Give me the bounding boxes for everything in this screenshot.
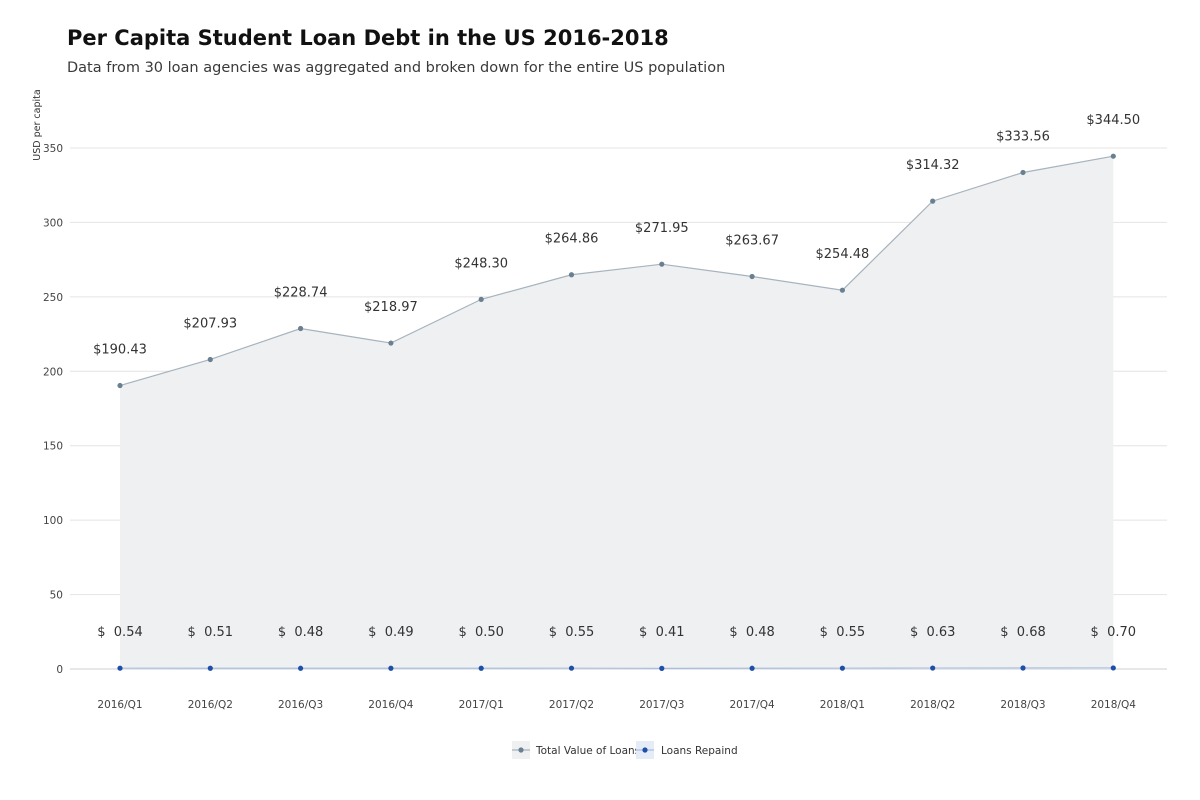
y-tick-label: 200 bbox=[43, 366, 63, 378]
y-tick-label: 150 bbox=[43, 441, 63, 453]
chart-title: Per Capita Student Loan Debt in the US 2… bbox=[67, 26, 669, 50]
legend-marker bbox=[642, 747, 648, 753]
data-point bbox=[117, 665, 123, 671]
y-tick-label: 300 bbox=[43, 217, 63, 229]
x-tick-label: 2016/Q2 bbox=[188, 699, 233, 711]
data-point bbox=[930, 665, 936, 671]
data-label: $254.48 bbox=[816, 247, 870, 262]
data-point bbox=[207, 665, 213, 671]
data-label: $ 0.41 bbox=[639, 625, 684, 640]
data-point bbox=[1110, 153, 1116, 159]
data-point bbox=[568, 665, 575, 671]
data-point bbox=[659, 261, 665, 267]
data-label: $ 0.50 bbox=[458, 625, 503, 640]
x-tick-label: 2016/Q4 bbox=[368, 699, 414, 711]
chart-subtitle: Data from 30 loan agencies was aggregate… bbox=[67, 60, 726, 76]
x-tick-label: 2017/Q1 bbox=[459, 699, 504, 711]
x-tick-label: 2018/Q2 bbox=[910, 699, 955, 711]
x-tick-label: 2018/Q3 bbox=[1000, 699, 1045, 711]
data-label: $314.32 bbox=[906, 158, 960, 173]
data-point bbox=[478, 296, 484, 302]
data-point bbox=[839, 665, 846, 671]
data-point bbox=[388, 340, 394, 346]
x-tick-label: 2017/Q3 bbox=[639, 699, 684, 711]
y-tick-label: 350 bbox=[43, 143, 63, 155]
data-label: $ 0.51 bbox=[188, 625, 233, 640]
data-point bbox=[930, 198, 936, 204]
x-tick-label: 2017/Q4 bbox=[729, 699, 775, 711]
data-label: $ 0.70 bbox=[1091, 625, 1136, 640]
data-point bbox=[749, 665, 755, 671]
data-label: $ 0.63 bbox=[910, 625, 955, 640]
data-label: $344.50 bbox=[1086, 113, 1140, 128]
data-point bbox=[1110, 665, 1116, 671]
data-label: $ 0.48 bbox=[729, 625, 774, 640]
data-label: $271.95 bbox=[635, 221, 689, 236]
data-label: $207.93 bbox=[183, 316, 237, 331]
data-point bbox=[568, 272, 575, 278]
data-label: $190.43 bbox=[93, 343, 147, 358]
data-label: $ 0.54 bbox=[97, 625, 142, 640]
y-tick-label: 100 bbox=[43, 515, 63, 527]
x-tick-label: 2017/Q2 bbox=[549, 699, 594, 711]
data-label: $333.56 bbox=[996, 129, 1050, 144]
series-area bbox=[120, 156, 1114, 670]
data-point bbox=[478, 665, 484, 671]
data-label: $248.30 bbox=[454, 256, 508, 271]
data-label: $ 0.48 bbox=[278, 625, 323, 640]
data-label: $264.86 bbox=[545, 232, 599, 247]
data-label: $228.74 bbox=[274, 286, 328, 301]
data-point bbox=[839, 287, 846, 293]
series-line bbox=[119, 155, 1114, 387]
data-point bbox=[298, 665, 304, 671]
data-label: $218.97 bbox=[364, 300, 418, 315]
data-point bbox=[749, 273, 755, 280]
data-point bbox=[1020, 169, 1026, 176]
legend-label: Total Value of Loans bbox=[535, 745, 640, 757]
y-axis-title: USD per capita bbox=[32, 89, 43, 160]
x-tick-label: 2018/Q4 bbox=[1091, 699, 1137, 711]
data-label: $ 0.55 bbox=[820, 625, 865, 640]
data-label: $ 0.49 bbox=[368, 625, 413, 640]
x-tick-label: 2018/Q1 bbox=[820, 699, 865, 711]
data-point bbox=[1020, 665, 1026, 671]
data-label: $263.67 bbox=[725, 234, 779, 249]
x-tick-label: 2016/Q1 bbox=[97, 699, 142, 711]
y-tick-label: 0 bbox=[56, 664, 63, 676]
legend-marker bbox=[518, 747, 524, 753]
data-point bbox=[659, 665, 665, 671]
data-point bbox=[298, 325, 304, 332]
y-tick-label: 50 bbox=[50, 590, 63, 602]
x-tick-label: 2016/Q3 bbox=[278, 699, 323, 711]
legend-label: Loans Repaind bbox=[661, 745, 738, 757]
data-point bbox=[117, 382, 123, 389]
data-point bbox=[388, 665, 394, 671]
data-point bbox=[207, 356, 213, 363]
y-tick-label: 250 bbox=[43, 292, 63, 304]
data-label: $ 0.55 bbox=[549, 625, 594, 640]
data-label: $ 0.68 bbox=[1000, 625, 1045, 640]
